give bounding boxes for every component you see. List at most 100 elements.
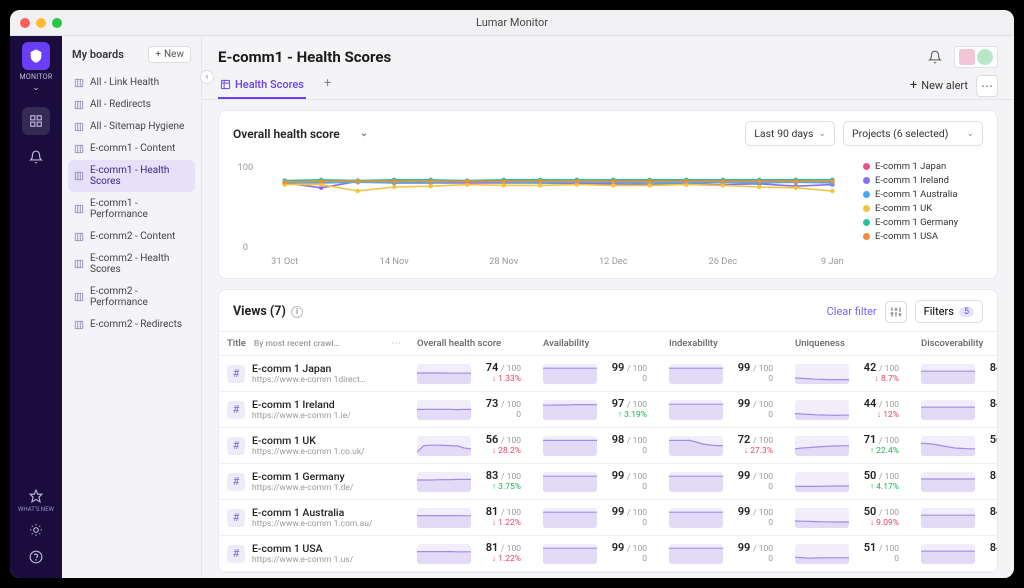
sparkline [921, 508, 975, 528]
sparkline [795, 436, 849, 456]
metric-delta: ↑ 22.4% [870, 447, 899, 457]
board-item[interactable]: All - Redirects [68, 94, 195, 115]
table-row[interactable]: # E-comm 1 USA https://www.e-comm 1.us/ … [219, 536, 997, 572]
app-logo[interactable] [22, 42, 50, 70]
table-row[interactable]: # E-comm 1 UK https://www.e-comm 1.co.uk… [219, 428, 997, 464]
metric-delta: ↓ 1.33% [492, 375, 521, 385]
board-item[interactable]: E-comm2 - Health Scores [68, 248, 195, 280]
filters-button[interactable]: Filters5 [915, 300, 983, 323]
table-settings-button[interactable] [885, 301, 907, 323]
chart-series-point [830, 179, 835, 183]
traffic-light-close[interactable] [20, 18, 30, 28]
row-icon: # [227, 365, 245, 383]
chart-dropdown-icon[interactable]: ⌄ [360, 128, 368, 139]
sort-label: By most recent crawl… [254, 339, 340, 349]
page-title: E-comm1 - Health Scores [218, 48, 391, 66]
column-header[interactable]: Overall health score [409, 332, 535, 356]
tab-health-scores[interactable]: Health Scores [218, 72, 306, 99]
rail-help-icon[interactable] [29, 522, 43, 541]
sparkline [669, 436, 723, 456]
traffic-light-zoom[interactable] [52, 18, 62, 28]
table-row[interactable]: # E-comm 1 Japan https://www.e-comm 1dir… [219, 356, 997, 392]
metric-value: 84 / 100 [990, 542, 997, 555]
sparkline [669, 508, 723, 528]
rail-item-dashboard[interactable] [22, 107, 50, 135]
rail-label: MONITOR [19, 73, 52, 81]
sparkline [795, 400, 849, 420]
chart-title: Overall health score [233, 127, 340, 141]
traffic-light-minimize[interactable] [36, 18, 46, 28]
page-menu-button[interactable]: ⋯ [976, 75, 998, 97]
board-item[interactable]: E-comm2 - Redirects [68, 314, 195, 335]
sparkline [795, 472, 849, 492]
table-row[interactable]: # E-comm 1 Australia https://www.e-comm … [219, 500, 997, 536]
bell-icon[interactable] [924, 46, 946, 68]
views-info-icon[interactable]: i [291, 306, 303, 318]
sparkline [669, 472, 723, 492]
new-board-button[interactable]: +New [148, 46, 191, 63]
x-tick-label: 9 Jan [821, 257, 844, 267]
column-header[interactable]: Availability [535, 332, 661, 356]
column-header[interactable]: TitleBy most recent crawl…⋯ [219, 332, 409, 356]
board-item[interactable]: E-comm1 - Health Scores [68, 160, 195, 192]
chart-legend: E-comm 1 Japan E-comm 1 Ireland E-comm 1 A… [863, 152, 983, 272]
table-row[interactable]: # E-comm 1 Ireland https://www.e-comm 1.… [219, 392, 997, 428]
add-tab-button[interactable]: + [320, 72, 335, 99]
row-url: https://www.e-comm 1.ie/ [252, 411, 351, 421]
chart-series-point [428, 179, 433, 183]
sparkline [921, 472, 975, 492]
row-url: https://www.e-comm 1.com.au/ [252, 519, 372, 529]
chart-series-point [757, 179, 762, 183]
rail-item-notifications[interactable] [22, 143, 50, 171]
board-item[interactable]: E-comm1 - Performance [68, 193, 195, 225]
nav-rail: MONITOR ⌄ WHAT'S NEW [10, 36, 62, 578]
legend-label: E-comm 1 USA [875, 231, 938, 242]
metric-delta: 0 [768, 555, 773, 565]
board-item[interactable]: E-comm2 - Performance [68, 281, 195, 313]
chart-series-point [830, 189, 835, 193]
board-item[interactable]: All - Sitemap Hygiene [68, 116, 195, 137]
sparkline [795, 508, 849, 528]
rail-whats-new[interactable]: WHAT'S NEW [18, 488, 54, 514]
row-icon: # [227, 437, 245, 455]
sparkline [417, 436, 471, 456]
board-label: E-comm2 - Redirects [90, 319, 182, 330]
column-menu-icon[interactable]: ⋯ [392, 338, 402, 349]
sidebar-collapse-button[interactable]: ‹ [200, 70, 214, 84]
column-header[interactable]: Uniqueness [787, 332, 913, 356]
projects-select[interactable]: Projects (6 selected)⌄ [843, 121, 983, 146]
chart-series-point [392, 179, 397, 183]
metric-delta: ↓ 9.09% [870, 519, 899, 529]
clear-filter-button[interactable]: Clear filter [827, 305, 877, 318]
board-item[interactable]: E-comm2 - Content [68, 226, 195, 247]
legend-item[interactable]: E-comm 1 Germany [863, 217, 983, 228]
rail-dropdown-icon[interactable]: ⌄ [32, 83, 40, 93]
table-row[interactable]: # E-comm 1 Germany https://www.e-comm 1.… [219, 464, 997, 500]
legend-item[interactable]: E-comm 1 Japan [863, 161, 983, 172]
rail-info-icon[interactable] [29, 549, 43, 568]
chart-series-point [501, 183, 506, 187]
board-icon [74, 292, 84, 302]
legend-item[interactable]: E-comm 1 USA [863, 231, 983, 242]
legend-item[interactable]: E-comm 1 UK [863, 203, 983, 214]
share-avatars[interactable] [954, 46, 998, 68]
legend-item[interactable]: E-comm 1 Australia [863, 189, 983, 200]
metric-delta: 0 [768, 375, 773, 385]
new-alert-button[interactable]: +New alert [910, 78, 968, 93]
column-header[interactable]: Discoverability [913, 332, 997, 356]
views-table: TitleBy most recent crawl…⋯Overall healt… [219, 331, 997, 572]
legend-item[interactable]: E-comm 1 Ireland [863, 175, 983, 186]
sparkline [417, 472, 471, 492]
sparkline [669, 364, 723, 384]
chart-series-point [392, 185, 397, 189]
board-label: E-comm1 - Content [90, 143, 175, 154]
board-item[interactable]: All - Link Health [68, 72, 195, 93]
chart-series-point [465, 179, 470, 183]
sparkline [921, 364, 975, 384]
date-range-select[interactable]: Last 90 days⌄ [745, 121, 835, 146]
chart-series-point [647, 183, 652, 187]
column-header[interactable]: Indexability [661, 332, 787, 356]
chart-series-point [721, 183, 726, 187]
board-item[interactable]: E-comm1 - Content [68, 138, 195, 159]
chart-series-point [501, 179, 506, 183]
